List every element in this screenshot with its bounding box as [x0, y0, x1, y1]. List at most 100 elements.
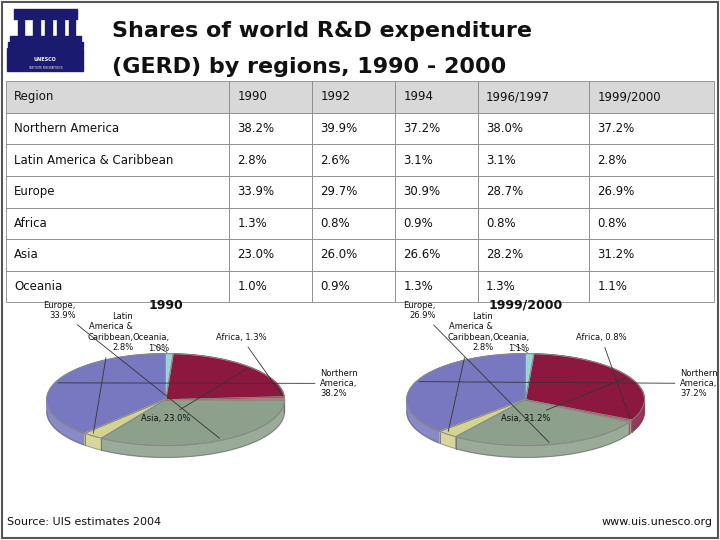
- Bar: [14, 9, 77, 19]
- Polygon shape: [47, 411, 284, 457]
- Text: Asia: Asia: [14, 248, 39, 261]
- Text: 30.9%: 30.9%: [403, 185, 441, 198]
- Text: (GERD) by regions, 1990 - 2000: (GERD) by regions, 1990 - 2000: [112, 57, 506, 77]
- Text: 0.8%: 0.8%: [486, 217, 516, 230]
- Bar: [312, 239, 395, 271]
- Text: 28.2%: 28.2%: [486, 248, 523, 261]
- Polygon shape: [440, 431, 456, 449]
- Bar: [312, 81, 395, 113]
- Text: 3.1%: 3.1%: [486, 153, 516, 166]
- Bar: [589, 176, 714, 207]
- Text: 33.9%: 33.9%: [238, 185, 274, 198]
- Bar: [6, 176, 229, 207]
- Text: 1999/2000: 1999/2000: [488, 299, 563, 312]
- Bar: [312, 113, 395, 144]
- Bar: [477, 81, 589, 113]
- Polygon shape: [629, 420, 632, 434]
- Bar: [58, 20, 63, 37]
- Text: 2.8%: 2.8%: [238, 153, 267, 166]
- Text: Oceania,
1.1%: Oceania, 1.1%: [492, 333, 529, 353]
- Text: INSTITUTE FOR STATISTICS: INSTITUTE FOR STATISTICS: [29, 65, 62, 70]
- Text: Region: Region: [14, 90, 55, 103]
- Text: 1990: 1990: [148, 299, 183, 312]
- Bar: [395, 81, 477, 113]
- Bar: [312, 176, 395, 207]
- Polygon shape: [102, 400, 284, 446]
- Text: Northern
America,
38.2%: Northern America, 38.2%: [58, 368, 358, 399]
- Polygon shape: [526, 400, 632, 422]
- Text: 0.8%: 0.8%: [320, 217, 350, 230]
- Bar: [589, 81, 714, 113]
- Bar: [229, 207, 312, 239]
- Text: Latin America & Caribbean: Latin America & Caribbean: [14, 153, 174, 166]
- Bar: [589, 113, 714, 144]
- Text: 39.9%: 39.9%: [320, 122, 358, 135]
- Text: Europe,
26.9%: Europe, 26.9%: [403, 301, 549, 442]
- Bar: [589, 207, 714, 239]
- Text: Europe,
33.9%: Europe, 33.9%: [43, 301, 220, 438]
- Polygon shape: [456, 400, 629, 446]
- Bar: [477, 113, 589, 144]
- Bar: [395, 207, 477, 239]
- Polygon shape: [632, 400, 644, 432]
- Polygon shape: [407, 411, 644, 457]
- Polygon shape: [166, 354, 173, 400]
- Bar: [312, 144, 395, 176]
- Text: 29.7%: 29.7%: [320, 185, 358, 198]
- Bar: [229, 176, 312, 207]
- Text: Asia, 31.2%: Asia, 31.2%: [501, 378, 626, 423]
- Bar: [229, 144, 312, 176]
- Bar: [477, 207, 589, 239]
- Polygon shape: [47, 400, 85, 445]
- Bar: [6, 271, 229, 302]
- Text: 1992: 1992: [320, 90, 351, 103]
- Text: 1.3%: 1.3%: [403, 280, 433, 293]
- Polygon shape: [47, 354, 166, 433]
- Polygon shape: [526, 354, 534, 400]
- Text: 1.0%: 1.0%: [238, 280, 267, 293]
- Text: 2.6%: 2.6%: [320, 153, 350, 166]
- Bar: [6, 113, 229, 144]
- Polygon shape: [456, 422, 629, 457]
- Text: 0.9%: 0.9%: [320, 280, 350, 293]
- Text: 1994: 1994: [403, 90, 433, 103]
- Text: 0.8%: 0.8%: [598, 217, 627, 230]
- Text: 31.2%: 31.2%: [598, 248, 634, 261]
- Text: 2.8%: 2.8%: [598, 153, 627, 166]
- Bar: [33, 20, 40, 37]
- Bar: [589, 271, 714, 302]
- Text: 1999/2000: 1999/2000: [598, 90, 661, 103]
- Bar: [7, 48, 84, 71]
- Bar: [395, 176, 477, 207]
- Bar: [477, 271, 589, 302]
- Bar: [229, 271, 312, 302]
- Bar: [395, 113, 477, 144]
- Bar: [395, 239, 477, 271]
- Bar: [17, 20, 24, 37]
- Bar: [6, 144, 229, 176]
- Text: 26.9%: 26.9%: [598, 185, 635, 198]
- Bar: [395, 144, 477, 176]
- Polygon shape: [85, 400, 166, 438]
- Text: 38.0%: 38.0%: [486, 122, 523, 135]
- Text: UNESCO: UNESCO: [34, 57, 57, 62]
- Text: Europe: Europe: [14, 185, 55, 198]
- Polygon shape: [85, 433, 102, 450]
- Bar: [229, 239, 312, 271]
- Text: 37.2%: 37.2%: [403, 122, 441, 135]
- Polygon shape: [440, 400, 526, 437]
- Bar: [229, 81, 312, 113]
- Bar: [6, 239, 229, 271]
- Text: Africa, 1.3%: Africa, 1.3%: [216, 333, 283, 396]
- Polygon shape: [166, 354, 284, 400]
- Bar: [69, 20, 76, 37]
- Bar: [312, 271, 395, 302]
- Text: www.uis.unesco.org: www.uis.unesco.org: [602, 517, 713, 528]
- Bar: [477, 176, 589, 207]
- Text: 3.1%: 3.1%: [403, 153, 433, 166]
- Text: 1.1%: 1.1%: [598, 280, 627, 293]
- Text: 1.3%: 1.3%: [238, 217, 267, 230]
- Bar: [589, 144, 714, 176]
- Bar: [395, 271, 477, 302]
- Bar: [6, 207, 229, 239]
